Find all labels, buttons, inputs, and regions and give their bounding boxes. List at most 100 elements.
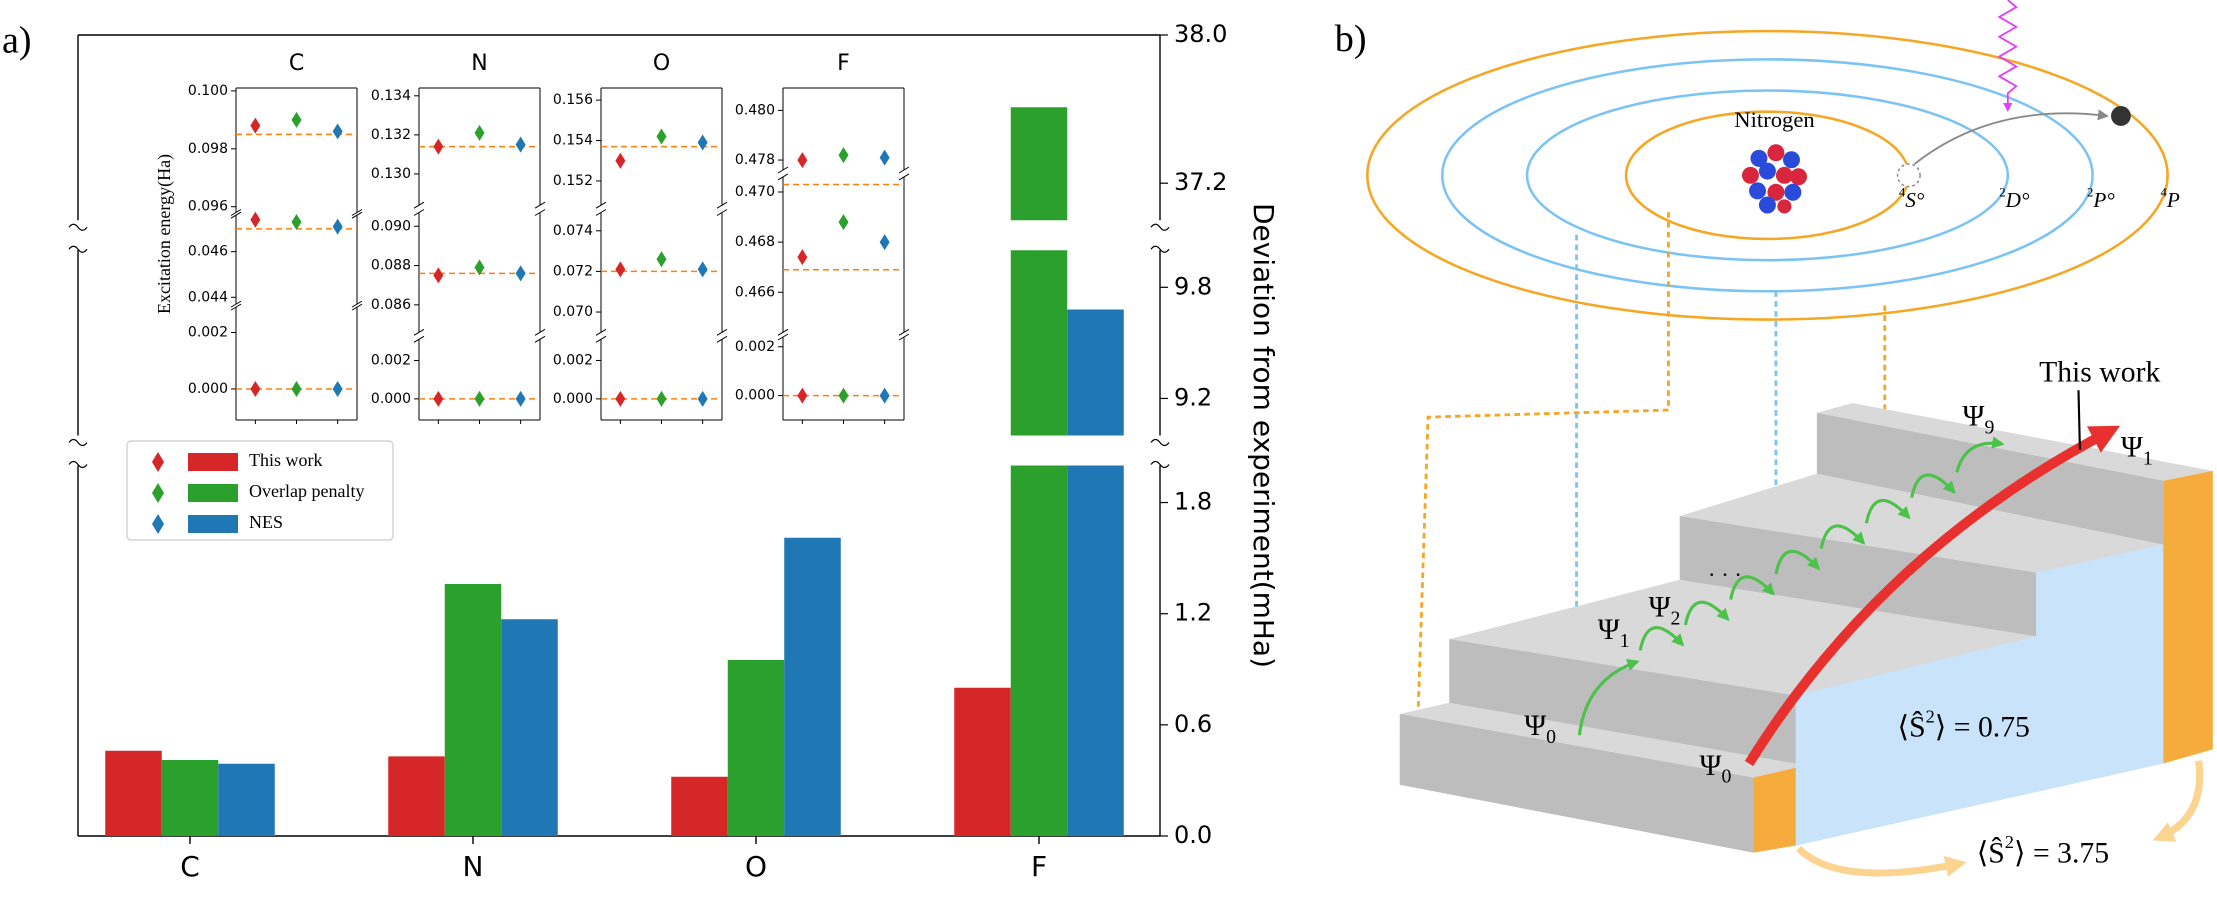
y-tick-label: 0.086	[371, 297, 411, 313]
legend-swatch	[188, 484, 238, 502]
y-tick-label: 0.000	[371, 391, 411, 407]
point	[433, 267, 444, 284]
hops	[1577, 436, 2005, 736]
level-main: P°	[2092, 188, 2115, 212]
point	[291, 111, 302, 128]
legend-label: NES	[249, 512, 283, 532]
electron-final	[2111, 106, 2131, 126]
y-tick-label: 0.152	[553, 173, 593, 189]
inset-y-label: Excitation energy(Ha)	[154, 154, 175, 314]
annotation-line	[2077, 390, 2081, 450]
legend-label: This work	[249, 450, 323, 470]
orbit	[1440, 58, 2094, 293]
y-tick-label: 0.090	[371, 218, 411, 234]
x-tick-label: C	[180, 850, 200, 883]
x-tick-label: N	[463, 850, 484, 883]
bar	[1010, 107, 1068, 836]
bar	[1067, 309, 1124, 836]
spin-sup: 2	[2005, 832, 2014, 852]
nucleon	[1777, 199, 1792, 214]
point	[656, 251, 667, 268]
panel-b: b) Nitrogen 4S° 2D° 2P° 4P	[1335, 0, 2213, 877]
level-label: 2D°	[1999, 186, 2030, 212]
axis-break	[595, 335, 607, 343]
y-tick-label: 0.044	[188, 289, 228, 305]
spin-label: ⟨Ŝ2⟩ = 0.75	[1898, 707, 2030, 744]
axis-break	[898, 166, 910, 174]
point	[838, 387, 849, 404]
stair-riser	[1816, 412, 2164, 545]
y-tick-label: 0.000	[188, 381, 228, 397]
photon	[1997, 0, 2019, 113]
axis-break	[898, 173, 910, 181]
point	[332, 123, 343, 140]
level-sup: 2	[2087, 186, 2093, 200]
this-work-arrow	[1744, 425, 2121, 767]
excitation-arrow	[1913, 109, 2109, 165]
hop	[1819, 524, 1866, 549]
orbit	[1525, 89, 2010, 262]
axis-break	[777, 173, 789, 181]
level-label: 4P	[2161, 186, 2180, 212]
nucleon	[1775, 166, 1793, 184]
state-label: Ψ0	[1700, 750, 1732, 788]
y-tick-label: 0.480	[735, 102, 775, 118]
axis-break	[413, 209, 425, 216]
inset-title: O	[653, 51, 670, 76]
point	[250, 117, 261, 134]
x-tick	[755, 836, 757, 844]
y-tick-label: 0.096	[188, 199, 228, 215]
point	[879, 234, 890, 251]
panel-label: a)	[2, 20, 32, 62]
bar	[388, 756, 445, 836]
y-tick-label: 0.100	[188, 83, 228, 99]
axis-break	[413, 328, 425, 336]
point	[838, 147, 849, 164]
y-tick-label: 1.2	[1174, 599, 1212, 627]
y-tick-label: 0.074	[553, 223, 593, 239]
axis-break	[777, 333, 789, 341]
bar	[671, 776, 728, 836]
axis-break	[351, 209, 363, 216]
y-tick-label: 9.8	[1174, 272, 1212, 300]
y-tick-label: 0.002	[371, 352, 411, 368]
y-tick-label: 0.470	[735, 184, 775, 200]
axis-break	[230, 300, 242, 308]
point	[433, 390, 444, 407]
point	[332, 380, 343, 397]
nucleon	[1750, 149, 1768, 167]
axis-break	[1150, 245, 1170, 253]
x-tick-label: O	[745, 850, 767, 883]
y-axis-label: Deviation from experiment(mHa)	[1247, 203, 1280, 668]
y-tick-label: 0.002	[188, 325, 228, 341]
axis-break	[413, 335, 425, 343]
axis-break	[230, 303, 242, 311]
y-tick-label: 0.478	[735, 152, 775, 168]
hop	[1683, 600, 1730, 626]
axis-break	[716, 201, 728, 209]
state-label: Ψ1	[1598, 614, 1630, 652]
axis-break	[534, 201, 546, 209]
legend-marker	[152, 452, 164, 472]
ellipsis: · · ·	[1708, 562, 1742, 587]
y-tick-label: 0.0	[1174, 821, 1212, 849]
level-label: 4S°	[1899, 186, 1925, 212]
nucleon	[1767, 144, 1785, 162]
point	[515, 390, 526, 407]
point	[656, 128, 667, 145]
point	[615, 390, 626, 407]
legend-label: Overlap penalty	[249, 481, 364, 501]
axis-break	[716, 209, 728, 216]
axis-break	[534, 335, 546, 343]
nucleon	[1749, 182, 1767, 200]
legend-swatch	[188, 515, 238, 533]
point	[474, 390, 485, 407]
y-tick-label: 0.6	[1174, 710, 1212, 738]
inset-title: C	[289, 51, 304, 76]
hop	[1729, 575, 1775, 600]
nucleon	[1784, 183, 1802, 201]
stair-riser	[1679, 516, 2037, 637]
spin-post: ⟩ = 0.75	[1935, 711, 2030, 743]
y-tick-label: 37.2	[1174, 168, 1227, 196]
